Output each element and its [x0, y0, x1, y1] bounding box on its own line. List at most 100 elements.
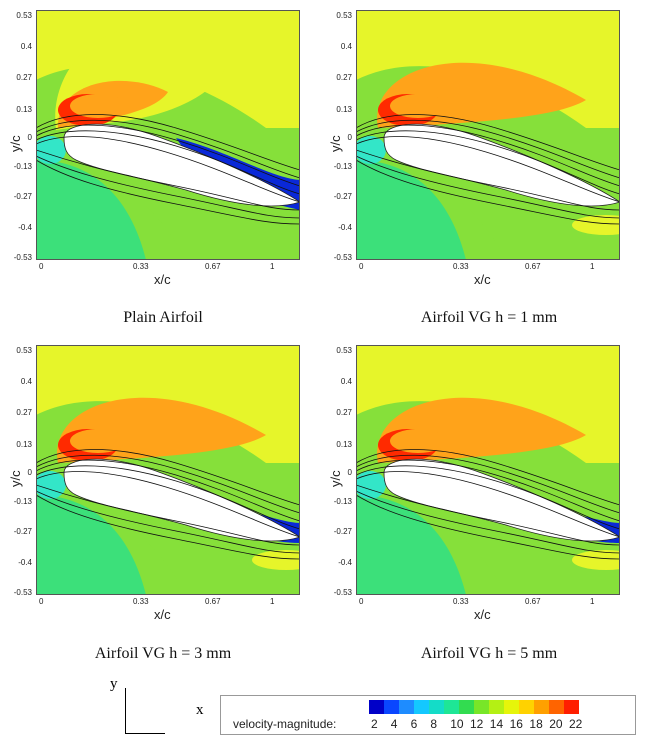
- legend-tick: 20: [549, 717, 563, 731]
- axis-y-line: [125, 688, 126, 734]
- y-tick-label: -0.27: [333, 527, 352, 536]
- region-wake-recovery: [572, 550, 620, 570]
- x-tick-label: 0: [359, 262, 364, 271]
- legend-swatch: [429, 700, 444, 714]
- streamline-7: [36, 494, 300, 560]
- legend-tick: 18: [529, 717, 543, 731]
- y-tick-label: 0.13: [336, 440, 352, 449]
- legend-tick: 8: [430, 717, 438, 731]
- y-tick-label: -0.4: [338, 558, 352, 567]
- axis-x-letter: x: [196, 702, 204, 718]
- legend-swatch: [444, 700, 459, 714]
- streamline-2: [356, 459, 620, 522]
- legend-tick: 2: [371, 717, 378, 731]
- x-axis-label: x/c: [474, 272, 491, 287]
- y-tick-label: 0: [27, 468, 32, 477]
- legend-swatch: [519, 700, 534, 714]
- y-tick-label: -0.53: [13, 588, 32, 597]
- y-tick-label: -0.4: [18, 223, 32, 232]
- legend-label: velocity-magnitude:: [233, 717, 337, 731]
- x-axis-label: x/c: [154, 272, 171, 287]
- streamline-0: [356, 114, 620, 171]
- y-tick-label: 0.27: [336, 408, 352, 417]
- y-tick-label: -0.13: [13, 162, 32, 171]
- legend-swatch: [549, 700, 564, 714]
- legend-swatch: [474, 700, 489, 714]
- legend-swatch: [534, 700, 549, 714]
- region-low-speed: [36, 495, 146, 595]
- panel-vg-3mm: 0.53 0.4 0.27 0.13 0 -0.13 -0.27 -0.4 -0.53 0 0.33…: [2, 337, 302, 622]
- legend-swatch: [504, 700, 519, 714]
- region-wake-recovery: [572, 215, 620, 235]
- streamline-1: [36, 454, 300, 514]
- streamline-3: [356, 465, 620, 530]
- y-tick-label: 0.13: [16, 105, 32, 114]
- y-axis-label: y/c: [328, 135, 343, 152]
- caption-vg-1mm: Airfoil VG h = 1 mm: [420, 309, 558, 326]
- x-tick-label: 0.33: [133, 262, 149, 271]
- y-tick-label: 0.27: [16, 408, 32, 417]
- y-tick-label: -0.53: [333, 253, 352, 262]
- caption-vg-5mm: Airfoil VG h = 5 mm: [420, 645, 558, 662]
- y-tick-label: 0.4: [340, 377, 352, 386]
- x-axis-label: x/c: [154, 607, 171, 622]
- y-axis-label: y/c: [8, 470, 23, 487]
- x-tick-label: 0.67: [205, 262, 221, 271]
- streamline-7: [36, 159, 300, 225]
- legend-swatch: [399, 700, 414, 714]
- streamline-5: [356, 149, 620, 211]
- region-low-speed: [356, 160, 466, 260]
- streamline-5: [356, 484, 620, 546]
- legend-swatch: [489, 700, 504, 714]
- legend-swatch: [384, 700, 399, 714]
- y-tick-label: 0.53: [336, 11, 352, 20]
- streamline-7: [356, 494, 620, 560]
- legend-color-bar: [369, 700, 579, 714]
- x-tick-label: 0.67: [205, 597, 221, 606]
- streamline-3: [36, 130, 300, 195]
- streamline-6: [356, 490, 620, 554]
- streamline-4: [36, 136, 300, 203]
- streamline-4: [356, 471, 620, 538]
- legend-tick: 4: [390, 717, 398, 731]
- streamline-4: [36, 471, 300, 538]
- y-tick-label: 0.27: [16, 73, 32, 82]
- y-tick-label: 0: [27, 133, 32, 142]
- region-wake-recovery: [252, 550, 300, 570]
- y-axis-label: y/c: [328, 470, 343, 487]
- axis-y-letter: y: [110, 676, 118, 692]
- x-tick-label: 0.67: [525, 597, 541, 606]
- streamline-2: [36, 124, 300, 187]
- legend-swatch: [564, 700, 579, 714]
- x-axis-label: x/c: [474, 607, 491, 622]
- y-tick-label: -0.4: [18, 558, 32, 567]
- legend-swatch: [369, 700, 384, 714]
- x-tick-label: 0.67: [525, 262, 541, 271]
- streamline-7: [356, 159, 620, 225]
- y-tick-label: -0.13: [333, 497, 352, 506]
- caption-plain-airfoil: Plain Airfoil: [123, 309, 203, 326]
- legend-tick: 14: [489, 717, 504, 731]
- panel-plain-airfoil: 0.53 0.4 0.27 0.13 0 -0.13 -0.27 -0.4 -0.53 0 0.33…: [2, 2, 302, 287]
- flow-field-plot: [36, 10, 300, 260]
- axis-x-line: [125, 733, 165, 734]
- y-tick-label: -0.27: [333, 192, 352, 201]
- streamline-3: [356, 130, 620, 195]
- y-tick-label: -0.53: [13, 253, 32, 262]
- velocity-legend: velocity-magnitude: 2 4 6 8 10 12 14 16 18 20 22: [220, 695, 636, 735]
- y-tick-label: 0.27: [336, 73, 352, 82]
- y-tick-label: 0: [347, 468, 352, 477]
- legend-swatch: [459, 700, 474, 714]
- y-tick-label: 0: [347, 133, 352, 142]
- x-tick-label: 1: [270, 262, 275, 271]
- coordinate-axes-indicator: y x: [108, 676, 208, 736]
- y-axis-label: y/c: [8, 135, 23, 152]
- y-tick-label: 0.53: [16, 11, 32, 20]
- region-peak-halo: [390, 429, 446, 453]
- streamline-0: [36, 114, 300, 171]
- flow-field-plot: [356, 10, 620, 260]
- y-tick-label: -0.53: [333, 588, 352, 597]
- y-tick-label: 0.53: [336, 346, 352, 355]
- streamline-0: [36, 449, 300, 506]
- y-tick-label: -0.27: [13, 527, 32, 536]
